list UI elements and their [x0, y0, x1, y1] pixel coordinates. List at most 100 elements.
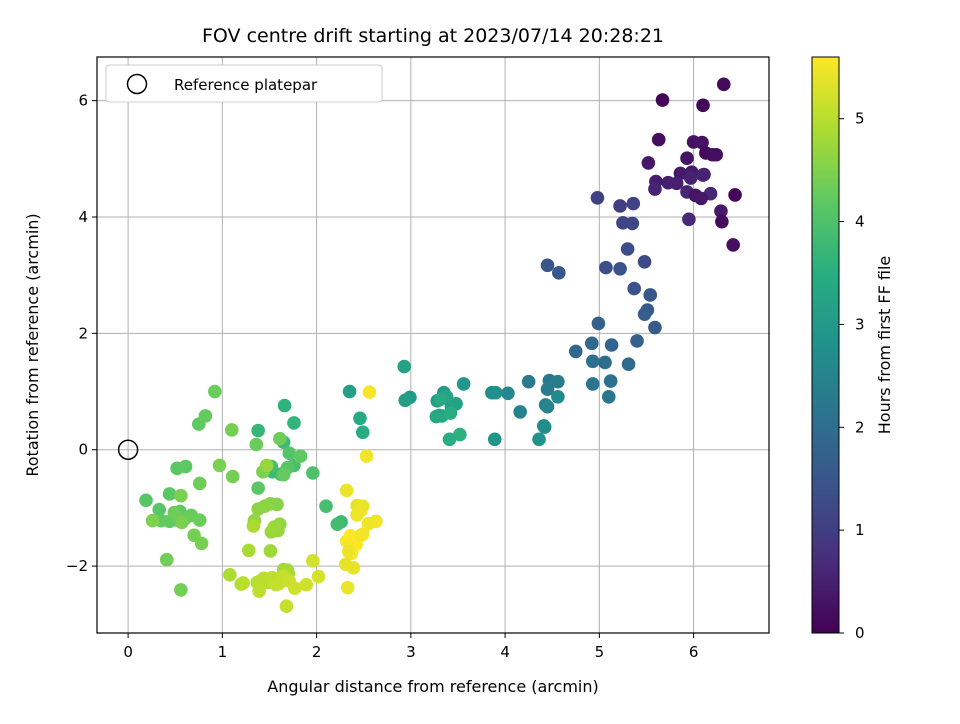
data-point: [551, 389, 565, 404]
data-point: [620, 242, 635, 256]
x-tick-label: 2: [312, 643, 322, 661]
data-point: [293, 449, 308, 463]
data-point: [716, 77, 731, 92]
data-point: [224, 423, 239, 437]
data-point: [551, 374, 565, 389]
y-tick-label: −2: [66, 557, 88, 575]
data-point: [175, 515, 189, 530]
data-point: [319, 499, 333, 513]
data-point: [225, 469, 240, 484]
data-point: [354, 528, 368, 543]
data-point: [538, 398, 553, 412]
data-point: [682, 212, 696, 227]
data-point: [585, 377, 600, 391]
data-point: [695, 135, 709, 150]
y-tick-label: 6: [78, 92, 88, 110]
data-point: [694, 191, 708, 206]
data-point: [709, 147, 724, 162]
data-point: [350, 508, 364, 522]
data-point: [152, 502, 167, 517]
data-point: [568, 344, 583, 359]
data-point: [590, 191, 605, 205]
x-tick-label: 4: [500, 643, 510, 661]
data-point: [669, 176, 684, 191]
data-point: [145, 513, 160, 528]
data-point: [585, 336, 599, 351]
data-point: [641, 156, 656, 170]
data-point: [194, 536, 209, 551]
data-point: [398, 393, 412, 408]
data-point: [167, 505, 182, 520]
data-point: [683, 171, 698, 185]
data-point: [362, 385, 377, 399]
data-point: [139, 493, 153, 508]
data-point: [521, 374, 536, 389]
data-point: [342, 384, 357, 399]
data-point: [251, 423, 265, 438]
data-point: [728, 188, 742, 202]
data-point: [330, 517, 345, 531]
plot-frame: [96, 56, 770, 634]
data-point: [208, 384, 222, 399]
x-tick-label: 6: [689, 643, 699, 661]
data-point: [613, 199, 627, 213]
data-point: [259, 458, 274, 473]
y-axis-ticks: −2 0 2 4 6: [66, 92, 97, 575]
data-point: [397, 359, 412, 374]
colorbar-tick-label: 1: [855, 521, 865, 539]
y-axis-label: Rotation from reference (arcmin): [23, 213, 42, 476]
data-point: [346, 561, 361, 575]
data-point: [625, 216, 640, 231]
data-point: [252, 584, 266, 598]
colorbar-tick-label: 3: [855, 315, 865, 333]
data-point: [282, 446, 297, 461]
data-point: [241, 543, 256, 558]
x-tick-label: 5: [595, 643, 605, 661]
data-point: [715, 214, 729, 229]
data-point: [369, 514, 383, 529]
legend-marker: [126, 73, 148, 95]
data-point: [159, 552, 174, 567]
data-point: [488, 385, 503, 400]
data-point: [429, 409, 444, 424]
data-point: [251, 502, 265, 516]
colorbar-label: Hours from first FF file: [875, 256, 894, 435]
data-points: [139, 77, 742, 614]
x-tick-label: 0: [123, 643, 133, 661]
data-point: [601, 389, 616, 404]
data-point: [637, 307, 652, 321]
colorbar-tick-label: 5: [855, 110, 865, 128]
data-point: [299, 577, 314, 592]
data-point: [267, 520, 281, 534]
data-point: [192, 513, 207, 527]
data-point: [456, 377, 471, 391]
data-point: [236, 576, 250, 590]
data-point: [359, 449, 374, 463]
data-point: [306, 466, 320, 480]
data-point: [648, 320, 662, 335]
chart-title: FOV centre drift starting at 2023/07/14 …: [202, 25, 664, 47]
data-point: [714, 204, 728, 218]
data-point: [726, 238, 740, 252]
data-point: [277, 398, 292, 413]
legend: Reference platepar: [105, 64, 383, 103]
data-point: [442, 432, 457, 447]
x-tick-label: 1: [218, 643, 228, 661]
data-point: [353, 411, 367, 426]
colorbar-gradient: [811, 56, 840, 634]
x-axis-ticks: 0 1 2 3 4 5 6: [123, 633, 698, 661]
data-point: [604, 338, 619, 352]
data-point: [178, 459, 193, 474]
data-point: [311, 569, 326, 584]
data-point: [340, 580, 355, 595]
data-point: [540, 382, 555, 397]
data-point: [174, 583, 188, 597]
data-point: [212, 458, 227, 473]
colorbar: 0 1 2 3 4 5 Hours from first FF file: [811, 56, 894, 642]
data-point: [198, 409, 213, 423]
data-point: [603, 374, 618, 388]
colorbar-tick-label: 2: [855, 418, 865, 436]
data-point: [552, 266, 566, 280]
data-point: [696, 98, 710, 113]
